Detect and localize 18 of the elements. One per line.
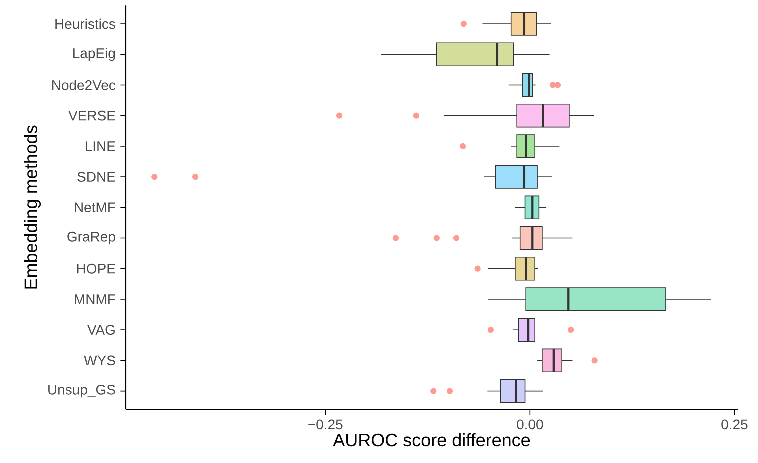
y-tick-label: Unsup_GS (48, 384, 116, 398)
y-tick-label: Node2Vec (52, 80, 116, 90)
y-tick-label: SDNE (78, 172, 116, 182)
y-axis-title: Embedding methods (24, 126, 41, 289)
y-tick-label: HOPE (77, 264, 116, 274)
y-tick-label: GraRep (68, 232, 116, 245)
y-tick-label: VAG (87, 325, 115, 336)
y-tick-label: Heuristics (56, 18, 116, 30)
x-tick-label: 0.00 (517, 420, 544, 430)
y-tick-label: LapEig (74, 48, 116, 62)
y-tick-label: WYS (84, 356, 116, 366)
y-tick-label: MNMF (75, 294, 116, 304)
x-tick-label: 0.25 (722, 420, 748, 430)
x-axis-title: AUROC score difference (333, 433, 530, 447)
y-tick-label: NetMF (75, 202, 116, 213)
x-tick-label: −0.25 (308, 420, 343, 430)
y-tick-label: LINE (86, 142, 116, 152)
y-tick-label: VERSE (68, 110, 116, 121)
